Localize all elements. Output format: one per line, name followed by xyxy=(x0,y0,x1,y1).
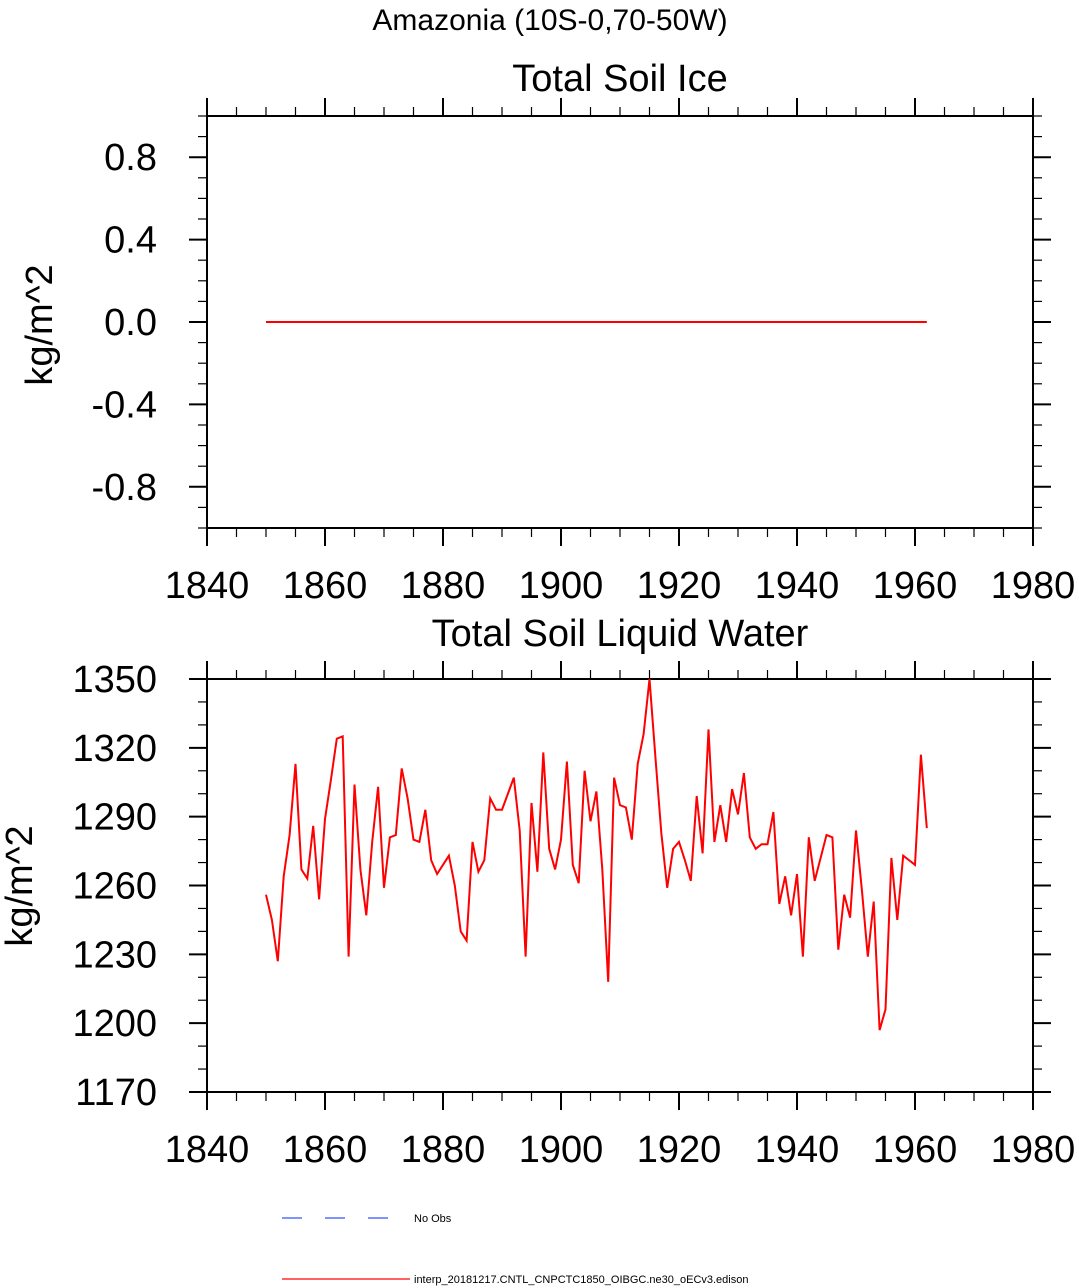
soil-liquid-y-tick-label: 1350 xyxy=(72,659,157,701)
soil-ice-x-tick-label: 1880 xyxy=(401,565,486,607)
soil-ice-y-tick-label: 0.8 xyxy=(104,137,157,179)
soil-ice-x-tick-label: 1960 xyxy=(873,565,958,607)
soil-liquid-x-tick-label: 1940 xyxy=(755,1129,840,1171)
soil-liquid-y-tick-label: 1260 xyxy=(72,866,157,908)
soil-ice-x-tick-label: 1980 xyxy=(991,565,1076,607)
soil-liquid-series-line xyxy=(265,678,928,1031)
soil-ice-title: Total Soil Ice xyxy=(512,58,727,100)
soil-ice-y-tick-label: 0.4 xyxy=(104,220,157,262)
soil-ice-y-tick-label: -0.8 xyxy=(92,467,157,509)
soil-ice-x-tick-label: 1900 xyxy=(519,565,604,607)
soil-ice-x-tick-label: 1840 xyxy=(165,565,250,607)
soil-liquid-y-tick-label: 1200 xyxy=(72,1003,157,1045)
legend-model-label: interp_20181217.CNTL_CNPCTC1850_OIBGC.ne… xyxy=(414,1274,748,1286)
soil-liquid-x-tick-label: 1840 xyxy=(165,1129,250,1171)
soil-liquid-x-tick-label: 1920 xyxy=(637,1129,722,1171)
soil-ice-y-axis-label: kg/m^2 xyxy=(19,264,61,385)
soil-ice-x-tick-label: 1940 xyxy=(755,565,840,607)
soil-liquid-panel: Total Soil Liquid Water kg/m^2 1840 1860 1… xyxy=(0,613,1075,1171)
soil-ice-panel: Total Soil Ice kg/m^2 1840 1860 1880 1900 19… xyxy=(19,58,1075,607)
soil-liquid-y-axis-label: kg/m^2 xyxy=(0,825,41,946)
soil-liquid-x-tick-label: 1860 xyxy=(283,1129,368,1171)
soil-liquid-x-tick-label: 1980 xyxy=(991,1129,1076,1171)
legend-no-obs-label: No Obs xyxy=(414,1213,452,1225)
soil-liquid-plot-frame xyxy=(206,678,1034,1093)
figure-supertitle: Amazonia (10S-0,70-50W) xyxy=(372,4,727,37)
soil-liquid-x-tick-label: 1880 xyxy=(401,1129,486,1171)
soil-liquid-x-tick-label: 1900 xyxy=(519,1129,604,1171)
soil-ice-x-tick-label: 1920 xyxy=(637,565,722,607)
soil-ice-ticks: 1840 1860 1880 1900 1920 1940 1960 1980 -0.8 -0.4… xyxy=(92,98,1076,607)
legend: No Obs interp_20181217.CNTL_CNPCTC1850_O… xyxy=(282,1213,748,1286)
soil-liquid-ticks: 1840 1860 1880 1900 1920 1940 1960 1980 1170 1200… xyxy=(72,659,1075,1171)
soil-liquid-y-tick-label: 1290 xyxy=(72,797,157,839)
soil-liquid-x-tick-label: 1960 xyxy=(873,1129,958,1171)
soil-ice-y-tick-label: 0.0 xyxy=(104,302,157,344)
soil-liquid-series xyxy=(265,678,928,1031)
soil-liquid-y-tick-label: 1170 xyxy=(75,1072,157,1114)
soil-ice-x-tick-label: 1860 xyxy=(283,565,368,607)
soil-liquid-y-tick-label: 1320 xyxy=(72,728,157,770)
soil-liquid-title: Total Soil Liquid Water xyxy=(432,613,809,655)
soil-liquid-y-tick-label: 1230 xyxy=(72,934,157,976)
soil-ice-y-tick-label: -0.4 xyxy=(92,384,157,426)
